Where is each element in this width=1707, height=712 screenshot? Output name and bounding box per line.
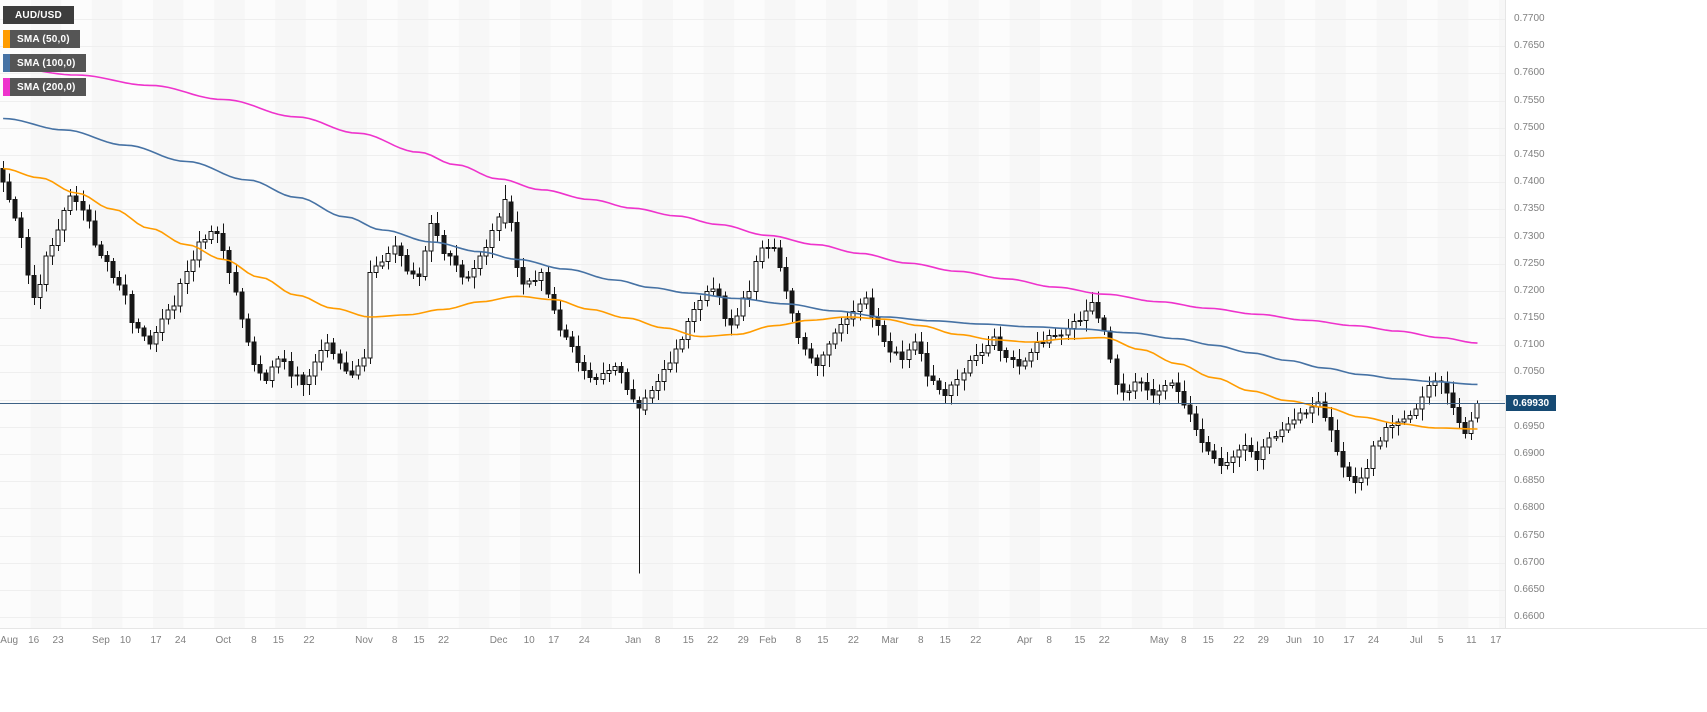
time-tick-label: Jun [1285,635,1302,646]
price-tick-label: 0.7650 [1514,40,1545,52]
sma100-label: SMA (100,0) [17,57,76,69]
time-tick-label: 8 [917,635,924,646]
time-tick-label: 10 [1312,635,1324,646]
time-tick-label: 10 [119,635,131,646]
time-tick-label: 17 [1343,635,1355,646]
time-tick-label: 22 [437,635,450,646]
current-price-value: 0.69930 [1512,397,1550,409]
time-tick-label: 22 [970,635,982,646]
price-tick-label: 0.6950 [1514,420,1545,432]
price-tick-label: 0.6750 [1514,529,1545,541]
time-tick-label: 16 [28,635,40,646]
time-tick-label: 8 [1046,635,1052,646]
price-tick-label: 0.7550 [1514,94,1545,106]
time-tick-label: 5 [1437,635,1444,646]
time-tick-label: 15 [1074,635,1086,646]
time-tick-label: Mar [881,635,899,646]
sma200-line [3,66,1478,344]
time-tick-label: 17 [548,635,560,646]
price-tick-label: 0.7700 [1514,13,1545,25]
candles-layer [0,160,1480,574]
time-tick-label: 24 [174,635,187,646]
plot-area[interactable]: AUD/USD SMA (50,0) SMA (100,0) SMA (200,… [0,0,1505,628]
legend-sma-50[interactable]: SMA (50,0) [3,30,80,48]
price-tick-label: 0.7250 [1514,257,1545,269]
time-tick-label: 8 [391,635,398,646]
price-tick-label: 0.7350 [1514,203,1545,215]
price-tick-label: 0.6600 [1514,611,1545,623]
time-tick-label: Nov [355,635,373,646]
time-tick-label: Dec [489,635,508,646]
price-tick-label: 0.7450 [1514,148,1545,160]
sma100-line [3,117,1478,386]
time-tick-label: Sep [92,635,110,646]
time-tick-label: 8 [654,635,661,646]
time-tick-label: Oct [215,635,232,646]
time-tick-label: 29 [1257,635,1269,646]
price-chart[interactable] [0,0,1505,628]
time-tick-label: 15 [939,635,951,646]
price-tick-label: 0.6700 [1514,556,1545,568]
time-tick-label: 22 [847,635,859,646]
price-tick-label: 0.7400 [1514,176,1545,188]
legend-sma-200[interactable]: SMA (200,0) [3,78,86,96]
sma50-color-chip [3,30,10,48]
price-tick-label: 0.6900 [1514,448,1545,459]
time-tick-label: 17 [1490,635,1502,646]
price-tick-label: 0.6800 [1514,502,1545,514]
time-tick-label: 10 [523,635,535,646]
time-tick-label: 22 [303,635,315,646]
time-tick-label: Jan [625,635,642,646]
time-tick-label: 22 [1233,635,1245,646]
time-tick-label: Apr [1016,635,1033,646]
time-tick-label: 24 [578,635,590,646]
sma50-label: SMA (50,0) [17,33,70,45]
current-price-label: 0.69930 [1506,395,1556,412]
sma200-color-chip [3,78,10,96]
time-tick-label: 22 [1098,635,1110,646]
legend-sma-100[interactable]: SMA (100,0) [3,54,86,72]
chart-legend: AUD/USD SMA (50,0) SMA (100,0) SMA (200,… [3,6,86,102]
price-tick-label: 0.7150 [1514,312,1545,324]
time-tick-label: 15 [1202,635,1214,646]
time-tick-label: 22 [707,635,719,646]
gridlines [0,19,1505,618]
price-tick-label: 0.6850 [1514,475,1545,487]
time-tick-label: 15 [817,635,829,646]
time-tick-label: 23 [52,635,64,646]
time-tick-label: 15 [682,635,694,646]
time-axis[interactable]: Aug 16 23 Sep 10 17 24 Oct 8 15 22 Nov 8 15 22 Dec 10 17 2… [0,628,1707,712]
time-tick-label: 15 [272,635,284,646]
time-tick-label: Aug [0,635,19,646]
price-tick-label: 0.7300 [1514,230,1545,242]
time-tick-label: 15 [413,635,425,646]
time-tick-label: 8 [1181,635,1187,646]
time-tick-label: 17 [150,635,162,646]
time-tick-label: Feb [759,635,777,646]
time-tick-label: 24 [1367,635,1380,646]
price-tick-label: 0.7500 [1514,121,1545,133]
symbol-badge[interactable]: AUD/USD [3,6,74,24]
price-tick-label: 0.6650 [1514,583,1545,595]
sma50-line [3,167,1478,430]
price-tick-label: 0.7050 [1514,366,1545,378]
time-tick-label: May [1149,635,1169,646]
price-tick-label: 0.7600 [1514,67,1545,79]
time-tick-label: 8 [251,635,257,646]
price-tick-label: 0.7200 [1514,284,1545,296]
sma100-color-chip [3,54,10,72]
price-axis[interactable]: 0.69930 0.7700 0.7650 0.7600 0.7550 0.7500 0.… [1505,0,1707,628]
price-tick-label: 0.7100 [1514,339,1545,351]
sma200-label: SMA (200,0) [17,81,76,93]
symbol-label: AUD/USD [15,9,62,21]
time-tick-label: 11 [1466,635,1477,646]
time-tick-label: Jul [1409,635,1423,646]
time-tick-label: 8 [795,635,802,646]
time-tick-label: 29 [737,635,749,646]
